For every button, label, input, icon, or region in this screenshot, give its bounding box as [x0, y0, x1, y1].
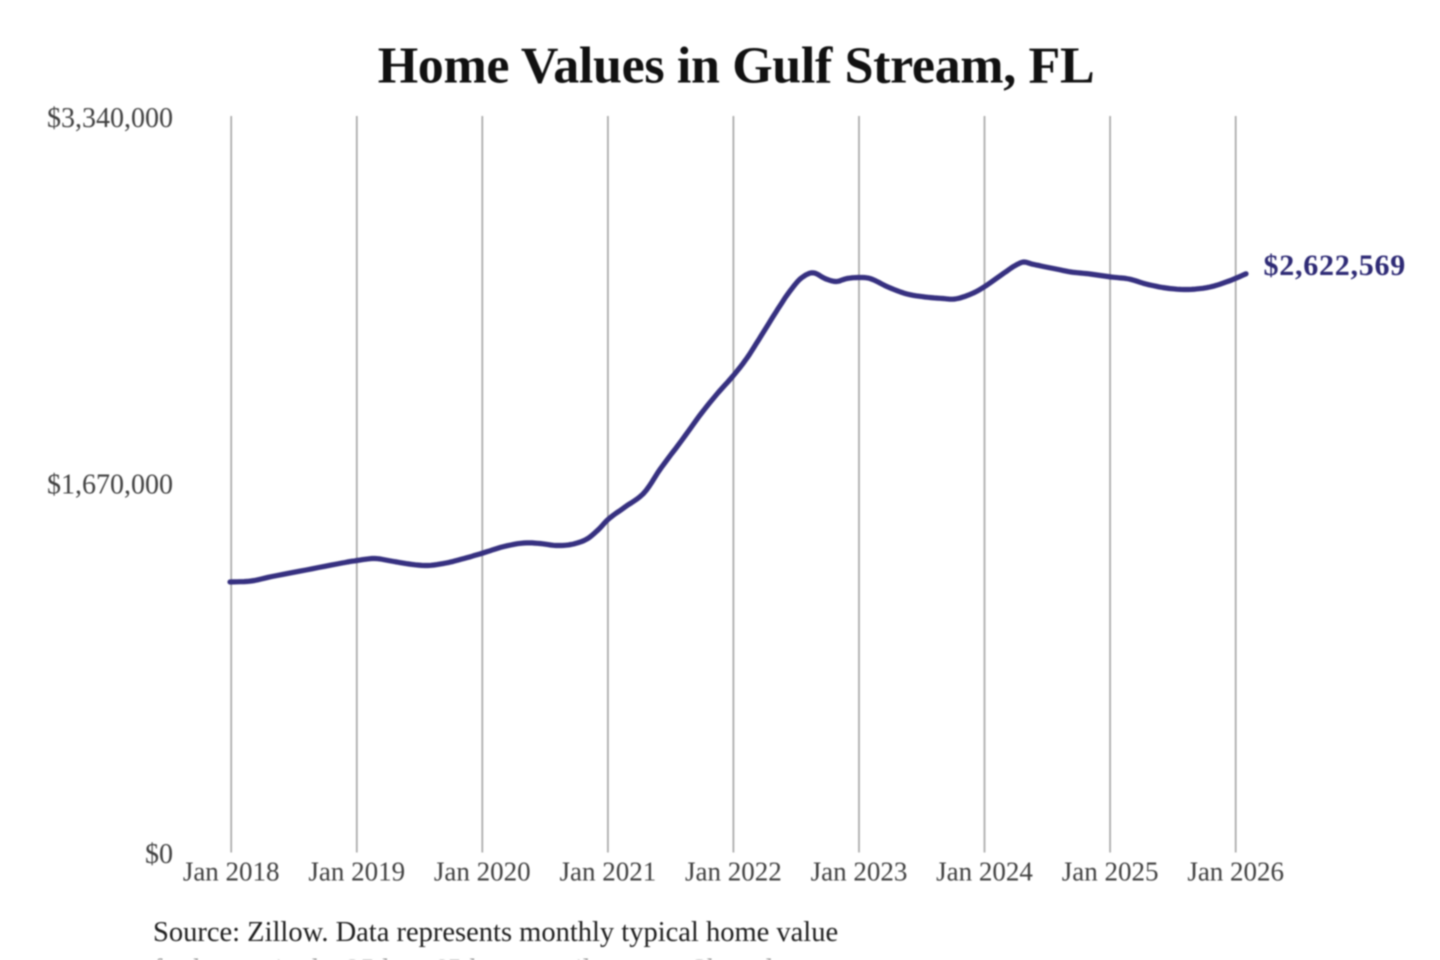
svg-text:Source: Zillow. Data represent: Source: Zillow. Data represents monthly … [153, 917, 838, 948]
svg-text:Jan 2026: Jan 2026 [1187, 857, 1284, 887]
svg-text:Jan 2025: Jan 2025 [1062, 857, 1159, 887]
svg-text:Home Values in Gulf Stream, FL: Home Values in Gulf Stream, FL [378, 38, 1095, 95]
svg-text:Jan 2024: Jan 2024 [936, 857, 1033, 887]
svg-text:$2,622,569: $2,622,569 [1264, 249, 1407, 282]
svg-text:Jan 2020: Jan 2020 [434, 857, 531, 887]
svg-text:for homes in the 35th to 65th: for homes in the 35th to 65th percentile… [153, 955, 806, 960]
svg-text:Jan 2021: Jan 2021 [560, 857, 657, 887]
svg-text:Jan 2022: Jan 2022 [685, 857, 782, 887]
svg-text:Jan 2018: Jan 2018 [183, 857, 280, 887]
svg-text:$1,670,000: $1,670,000 [47, 469, 173, 500]
svg-text:$3,340,000: $3,340,000 [47, 103, 173, 134]
svg-text:$0: $0 [145, 839, 173, 870]
svg-text:Jan 2023: Jan 2023 [811, 857, 908, 887]
svg-text:Jan 2019: Jan 2019 [308, 857, 405, 887]
